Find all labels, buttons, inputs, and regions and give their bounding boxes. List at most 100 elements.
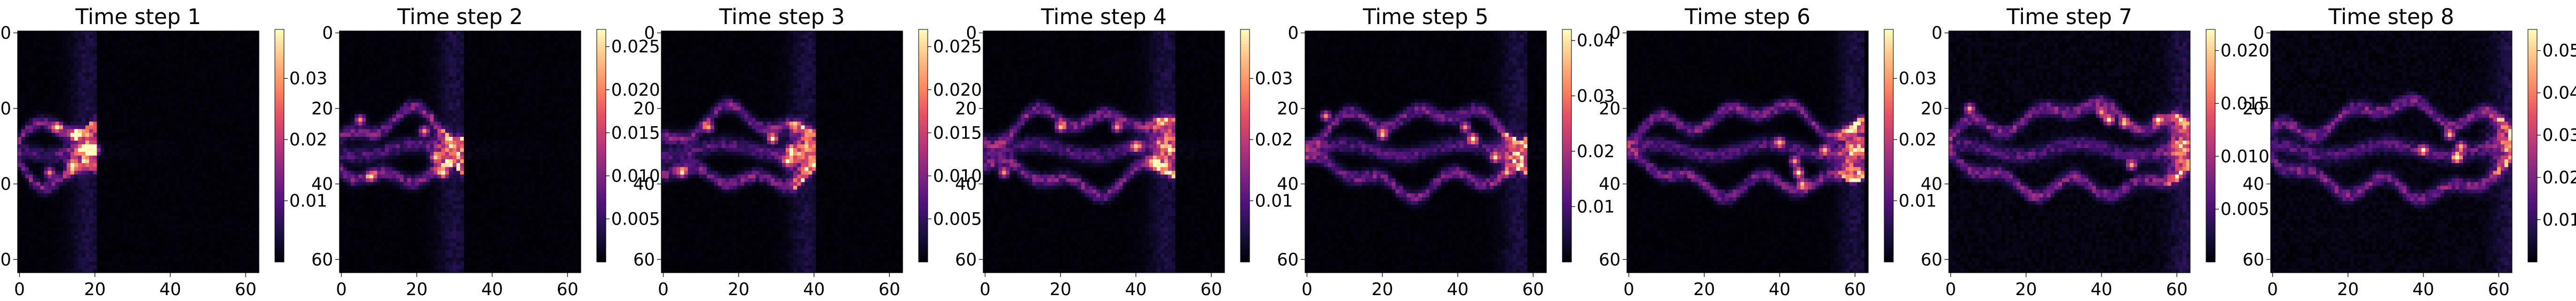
heatmap-cell: [89, 57, 93, 61]
heatmap-cell: [202, 50, 207, 54]
heatmap-cell: [437, 38, 441, 43]
heatmap-cell: [82, 261, 86, 266]
heatmap-cell: [157, 99, 161, 103]
heatmap-cell: [85, 253, 90, 258]
heatmap-cell: [97, 136, 101, 141]
heatmap-cell: [251, 50, 256, 54]
heatmap-cell: [172, 83, 176, 88]
heatmap-cell: [62, 238, 67, 243]
heatmap-cell: [85, 118, 90, 122]
heatmap-cell: [138, 193, 143, 198]
heatmap-cell: [194, 246, 199, 250]
heatmap-cell: [85, 223, 90, 228]
heatmap-cell: [97, 95, 101, 99]
heatmap-cell: [243, 103, 248, 107]
heatmap-cell: [392, 50, 397, 54]
heatmap-cell: [130, 83, 135, 88]
heatmap-cell: [225, 103, 229, 107]
heatmap-cell: [187, 31, 192, 35]
heatmap-cell: [51, 83, 56, 88]
heatmap-cell: [100, 148, 105, 152]
heatmap-cell: [100, 231, 105, 235]
heatmap-cell: [130, 61, 135, 65]
heatmap-cell: [247, 148, 252, 152]
heatmap-cell: [36, 144, 41, 149]
heatmap-cell: [255, 125, 259, 129]
heatmap-cell: [236, 216, 240, 220]
heatmap-cell: [206, 129, 210, 133]
heatmap-cell: [232, 171, 236, 175]
heatmap-cell: [62, 223, 67, 228]
heatmap-cell: [21, 152, 26, 156]
heatmap-cell: [149, 174, 154, 179]
heatmap-cell: [176, 261, 180, 266]
heatmap-cell: [25, 80, 29, 84]
heatmap-cell: [228, 140, 233, 145]
heatmap-cell: [62, 159, 67, 164]
heatmap-cell: [221, 193, 225, 198]
heatmap-cell: [247, 257, 252, 262]
heatmap-cell: [176, 246, 180, 250]
heatmap-cell: [146, 121, 150, 126]
heatmap-cell: [347, 57, 351, 61]
heatmap-cell: [565, 57, 570, 61]
heatmap-cell: [153, 193, 157, 198]
heatmap-cell: [194, 212, 199, 217]
heatmap-cell: [221, 144, 225, 149]
heatmap-cell: [157, 129, 161, 133]
heatmap-cell: [404, 46, 408, 50]
heatmap-cell: [157, 57, 161, 61]
heatmap-cell: [66, 125, 71, 129]
heatmap-cell: [381, 42, 385, 47]
heatmap-cell: [108, 257, 112, 262]
heatmap-cell: [115, 57, 120, 61]
heatmap-cell: [240, 238, 244, 243]
heatmap-cell: [89, 159, 93, 164]
heatmap-cell: [149, 200, 154, 205]
heatmap-cell: [573, 57, 578, 61]
heatmap-cell: [25, 106, 29, 111]
heatmap-cell: [206, 42, 210, 47]
heatmap-cell: [168, 200, 172, 205]
heatmap-cell: [228, 227, 233, 231]
heatmap-cell: [228, 65, 233, 69]
heatmap-cell: [85, 182, 90, 186]
heatmap-cell: [490, 50, 494, 54]
heatmap-cell: [104, 268, 108, 273]
heatmap-cell: [221, 171, 225, 175]
heatmap-cell: [78, 242, 82, 246]
heatmap-cell: [430, 50, 434, 54]
heatmap-cell: [142, 114, 146, 118]
heatmap-cell: [153, 167, 157, 171]
heatmap-cell: [82, 46, 86, 50]
heatmap-cell: [187, 46, 192, 50]
heatmap-cell: [183, 76, 188, 81]
heatmap-cell: [247, 65, 252, 69]
heatmap-cell: [18, 174, 22, 179]
heatmap-cell: [210, 156, 214, 160]
heatmap-cell: [36, 125, 41, 129]
heatmap-cell: [505, 57, 510, 61]
heatmap-cell: [74, 133, 78, 137]
heatmap-cell: [464, 53, 468, 58]
heatmap-cell: [25, 72, 29, 77]
heatmap-cell: [70, 76, 75, 81]
heatmap-cell: [255, 246, 259, 250]
heatmap-cell: [66, 261, 71, 266]
heatmap-cell: [236, 50, 240, 54]
heatmap-cell: [199, 95, 203, 99]
heatmap-cell: [172, 216, 176, 220]
heatmap-cell: [66, 42, 71, 47]
heatmap-cell: [255, 261, 259, 266]
heatmap-cell: [214, 144, 218, 149]
heatmap-cell: [89, 80, 93, 84]
heatmap-cell: [418, 35, 423, 39]
heatmap-cell: [108, 204, 112, 209]
heatmap-cell: [243, 212, 248, 217]
heatmap-cell: [194, 186, 199, 190]
heatmap-cell: [243, 38, 248, 43]
heatmap-cell: [89, 204, 93, 209]
heatmap-cell: [221, 189, 225, 194]
heatmap-cell: [21, 80, 26, 84]
